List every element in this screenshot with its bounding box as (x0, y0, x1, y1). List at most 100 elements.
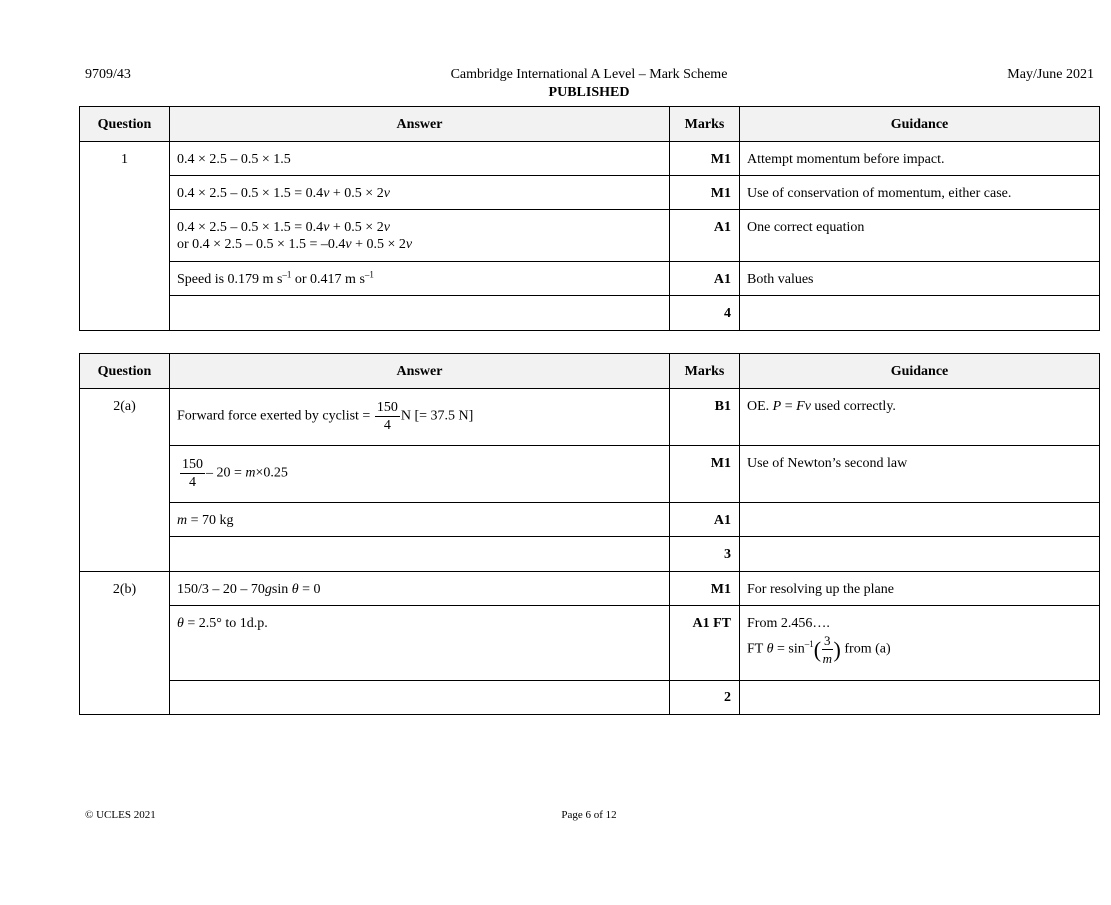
row: θ = 2.5° to 1d.p. A1 FT From 2.456…. FT θ… (80, 605, 1100, 681)
text: Both values (747, 272, 814, 287)
var: v (383, 186, 390, 201)
fraction: 150 4 (374, 399, 400, 434)
session: May/June 2021 (1007, 67, 1094, 82)
text: For resolving up the plane (747, 582, 894, 597)
text: Attempt momentum before impact. (747, 152, 945, 167)
text: = 70 kg (187, 513, 234, 528)
mark: A1 (669, 209, 740, 262)
total-row: 2 (80, 680, 1100, 715)
row: 0.4 × 2.5 – 0.5 × 1.5 = 0.4v + 0.5 × 2v o… (80, 209, 1100, 262)
question: 1 (79, 141, 170, 331)
row: 0.4 × 2.5 – 0.5 × 1.5 = 0.4v + 0.5 × 2v … (80, 175, 1100, 210)
mark: A1 FT (669, 605, 740, 681)
numerator: 3 (822, 633, 833, 650)
text: = (781, 399, 797, 414)
row: 2(b) 150/3 – 20 – 70gsin θ = 0 M1 For re… (79, 571, 1100, 715)
mark-table: Question Answer Marks Guidance 1 0.4 × 2… (79, 106, 1100, 331)
row: Speed is 0.179 m s–1 or 0.417 m s–1 A1 B… (80, 261, 1100, 296)
text: Use of Newton’s second law (747, 456, 908, 471)
numerator: 150 (374, 400, 400, 417)
answer: 0.4 × 2.5 – 0.5 × 1.5 (169, 141, 670, 176)
text: used correctly. (810, 399, 896, 414)
guidance: From 2.456…. FT θ = sin–1(3 m) from (a) (739, 605, 1100, 681)
guidance (739, 536, 1100, 572)
row: 1 0.4 × 2.5 – 0.5 × 1.5 M1 Attempt momen… (79, 141, 1100, 331)
text: 0.4 × 2.5 – 0.5 × 1.5 = 0.4 (177, 220, 324, 235)
mark: M1 (669, 141, 740, 176)
denominator: m (822, 651, 832, 666)
text: = 0 (298, 582, 321, 597)
answer (169, 295, 670, 331)
total-mark: 2 (669, 680, 740, 715)
text: 0.4 × 2.5 – 0.5 × 1.5 = 0.4 (177, 186, 324, 201)
col-header: Guidance (739, 353, 1100, 389)
copyright: © UCLES 2021 (85, 809, 156, 821)
var: P (772, 399, 782, 414)
numerator: 150 (180, 457, 205, 474)
text: or 0.417 m s (291, 272, 365, 287)
mark-table: Question Answer Marks Guidance 2(a) Forw… (79, 353, 1100, 715)
row: 2(a) Forward force exerted by cyclist = … (79, 388, 1100, 572)
answer (169, 680, 670, 715)
guidance (739, 295, 1100, 331)
guidance: Attempt momentum before impact. (739, 141, 1100, 176)
denominator: 4 (383, 418, 391, 433)
page-number: Page 6 of 12 (561, 809, 617, 821)
col-header: Marks (669, 106, 740, 142)
answer: 150/3 – 20 – 70gsin θ = 0 (169, 571, 670, 606)
answer: 150 4– 20 = m×0.25 (169, 445, 670, 503)
mark: B1 (669, 388, 740, 446)
sup: –1 (364, 269, 374, 280)
col-header: Answer (169, 353, 670, 389)
row: m = 70 kg A1 (80, 502, 1100, 537)
guidance: OE. P = Fv used correctly. (739, 388, 1100, 446)
answer (169, 536, 670, 572)
paren: ) (833, 637, 841, 662)
text: sin (271, 582, 292, 597)
row: 150 4– 20 = m×0.25 M1 Use of Newton’s sec… (80, 445, 1100, 503)
mark: A1 (669, 261, 740, 296)
answer: 0.4 × 2.5 – 0.5 × 1.5 = 0.4v + 0.5 × 2v o… (169, 209, 670, 262)
text: from (a) (840, 641, 891, 657)
text: Forward force exerted by cyclist = (177, 408, 374, 424)
var: m (245, 465, 256, 481)
text: Speed is 0.179 m s (177, 272, 283, 287)
col-header: Question (79, 106, 170, 142)
col-header: Guidance (739, 106, 1100, 142)
guidance: Both values (739, 261, 1100, 296)
col-header: Answer (169, 106, 670, 142)
mark: M1 (669, 571, 740, 606)
paper-code: 9709/43 (85, 67, 131, 82)
var: m (177, 513, 188, 528)
var: v (383, 220, 390, 235)
answer: m = 70 kg (169, 502, 670, 537)
total-mark: 3 (669, 536, 740, 572)
text: One correct equation (747, 220, 865, 235)
text: = 2.5° to 1d.p. (183, 616, 268, 631)
guidance: For resolving up the plane (739, 571, 1100, 606)
var: g (264, 582, 272, 597)
var: v (323, 186, 330, 201)
mark: M1 (669, 445, 740, 503)
question: 2(a) (79, 388, 170, 572)
text: ×0.25 (255, 465, 288, 481)
total-row: 4 (80, 295, 1100, 331)
var: v (323, 220, 330, 235)
answer: 0.4 × 2.5 – 0.5 × 1.5 = 0.4v + 0.5 × 2v (169, 175, 670, 210)
text: 150/3 – 20 – 70 (177, 582, 265, 597)
sup: –1 (282, 269, 292, 280)
text: + 0.5 × 2 (329, 220, 384, 235)
header-row: Question Answer Marks Guidance (79, 106, 1100, 142)
text: FT (747, 641, 767, 657)
text: + 0.5 × 2 (329, 186, 384, 201)
text: From 2.456…. (747, 616, 830, 631)
doc-status: PUBLISHED (548, 85, 630, 100)
col-header: Question (79, 353, 170, 389)
text: – 20 = (206, 465, 246, 481)
doc-title: Cambridge International A Level – Mark S… (450, 67, 728, 82)
var: θ (766, 641, 774, 657)
text: Use of conservation of momentum, either … (747, 186, 1012, 201)
text: + 0.5 × 2 (351, 237, 406, 252)
sup: –1 (804, 639, 814, 650)
